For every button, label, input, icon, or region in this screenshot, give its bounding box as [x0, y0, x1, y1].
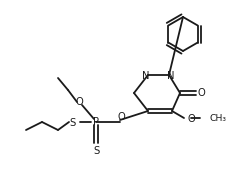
Text: N: N	[167, 71, 175, 81]
Text: CH₃: CH₃	[210, 114, 227, 122]
Text: O: O	[197, 88, 205, 98]
Text: O: O	[188, 114, 196, 124]
Text: P: P	[93, 117, 99, 127]
Text: S: S	[93, 146, 99, 156]
Text: N: N	[142, 71, 150, 81]
Text: S: S	[70, 118, 76, 128]
Text: O: O	[117, 112, 125, 122]
Text: O: O	[75, 97, 83, 107]
